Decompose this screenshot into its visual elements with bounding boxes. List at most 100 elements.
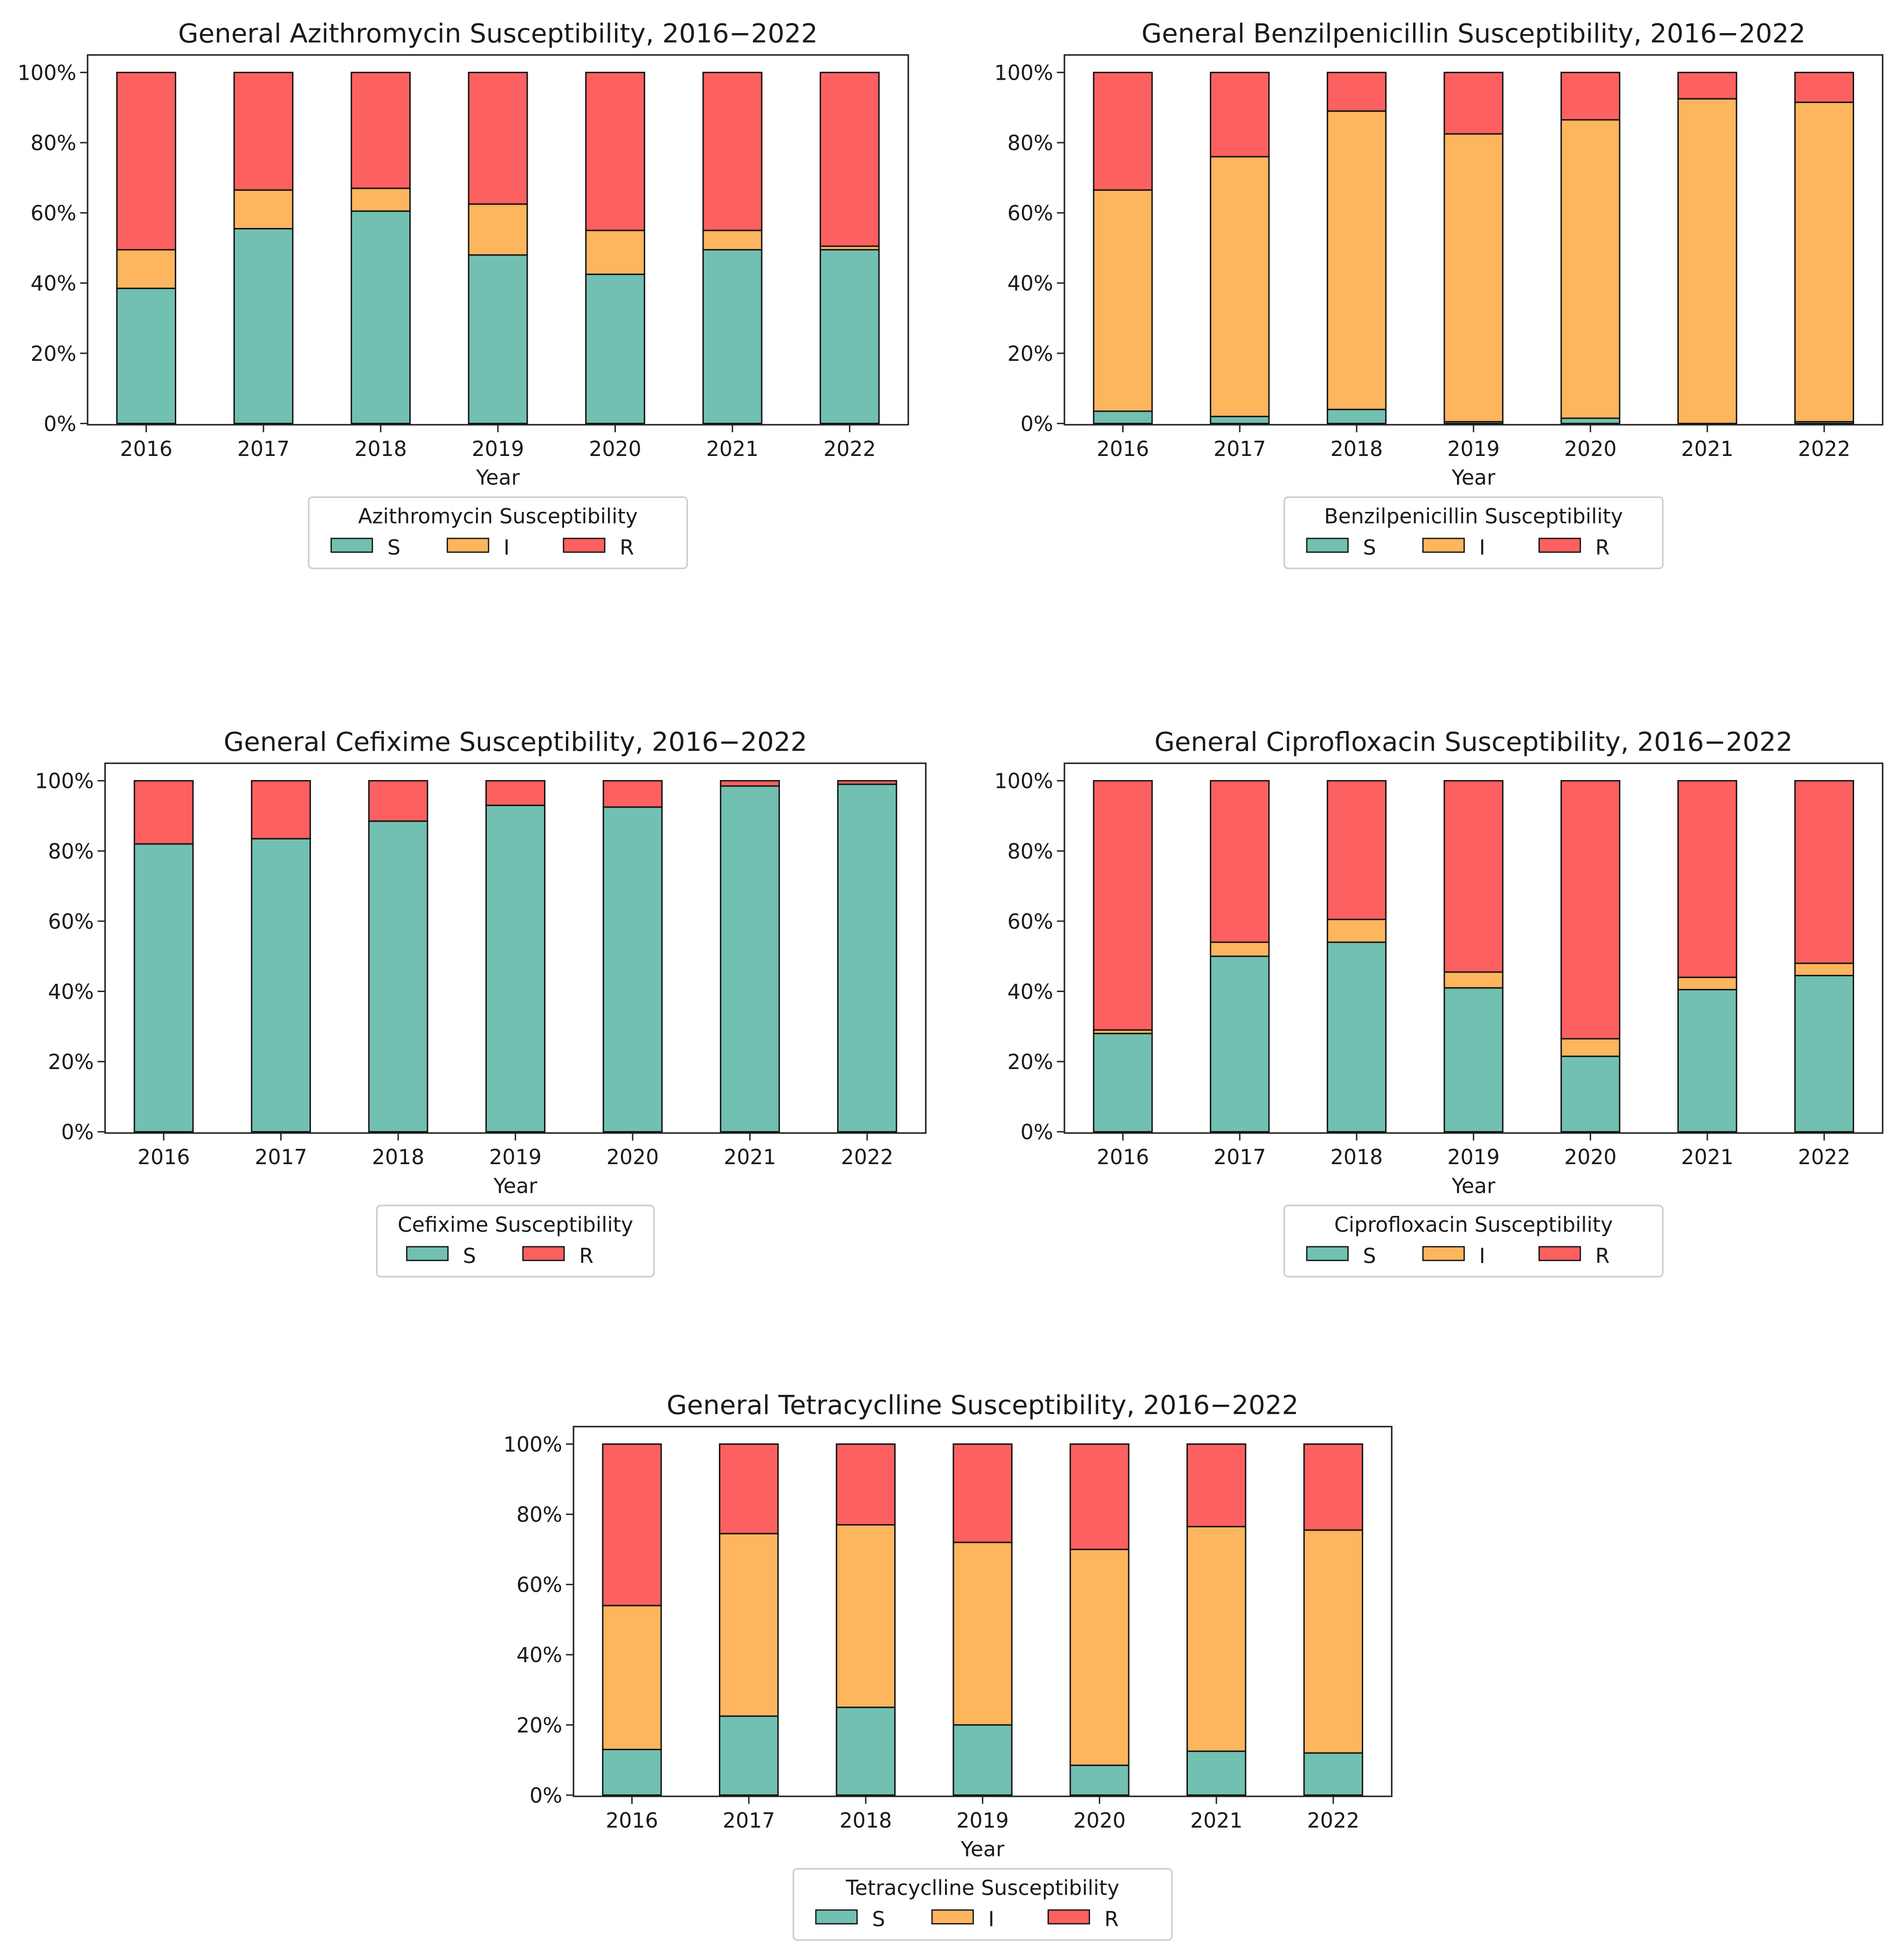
bar-R-2019 (1443, 71, 1504, 135)
bar-I-2019 (1443, 133, 1504, 423)
bar-S-2020 (1069, 1764, 1130, 1796)
y-tick-label: 40% (1007, 980, 1053, 1004)
legend-title: Benzilpenicillin Susceptibility (1324, 505, 1623, 529)
legend-label-S: S (463, 1244, 476, 1268)
bar-S-2021 (720, 785, 780, 1133)
x-tick-label: 2019 (1447, 437, 1500, 461)
bar-S-2017 (719, 1715, 779, 1796)
bar-I-2018 (351, 187, 411, 212)
x-tick-label: 2017 (1214, 1146, 1266, 1169)
bar-I-2021 (702, 229, 763, 251)
y-tick-label: 0% (44, 412, 76, 436)
bar-R-2021 (1677, 71, 1738, 100)
bar-S-2019 (1443, 987, 1504, 1133)
bar-I-2017 (719, 1532, 779, 1717)
chart-title: General Tetracyclline Susceptibility, 20… (667, 1390, 1298, 1421)
bar-I-2021 (1186, 1525, 1247, 1752)
bar-S-2020 (602, 806, 663, 1133)
legend-swatch-S (406, 1246, 449, 1261)
bar-I-2022 (1303, 1529, 1363, 1754)
chart-title: General Azithromycin Susceptibility, 201… (178, 19, 818, 49)
legend-swatch-S (1306, 1246, 1349, 1261)
bar-S-2017 (1210, 415, 1270, 424)
bar-S-2019 (468, 254, 528, 424)
bar-R-2019 (1443, 780, 1504, 973)
bar-R-2018 (1326, 780, 1387, 920)
bar-R-2017 (1210, 71, 1270, 158)
bar-S-2019 (952, 1724, 1013, 1796)
bar-R-2016 (1093, 71, 1153, 191)
bar-S-2017 (251, 838, 311, 1133)
bar-S-2016 (133, 843, 194, 1133)
bar-I-2020 (1560, 119, 1621, 419)
bar-R-2020 (585, 71, 645, 231)
x-tick-label: 2020 (1564, 437, 1617, 461)
legend-label-I: I (1479, 1244, 1485, 1268)
legend-swatch-I (447, 538, 490, 553)
x-tick-label: 2022 (1798, 437, 1851, 461)
bar-I-2022 (1794, 101, 1854, 423)
chart-5: General Tetracyclline Susceptibility, 20… (504, 1390, 1393, 1941)
y-tick-label: 40% (30, 272, 76, 296)
bar-R-2018 (368, 780, 428, 822)
bar-S-2016 (1093, 410, 1153, 424)
x-tick-label: 2021 (1681, 1146, 1734, 1169)
legend-swatch-I (931, 1909, 974, 1925)
bar-I-2021 (1677, 976, 1738, 991)
bar-R-2021 (702, 71, 763, 231)
y-tick-label: 0% (530, 1784, 562, 1808)
bar-R-2018 (351, 71, 411, 189)
y-tick-label: 20% (1007, 1050, 1053, 1074)
bar-S-2022 (1794, 975, 1854, 1133)
bar-S-2017 (1210, 955, 1270, 1133)
chart-4: General Ciprofloxacin Susceptibility, 20… (994, 727, 1883, 1277)
x-tick-label: 2022 (1307, 1809, 1360, 1833)
x-axis-label: Year (960, 1838, 1005, 1862)
y-tick-label: 80% (517, 1503, 562, 1527)
y-tick-label: 80% (1007, 131, 1053, 155)
x-tick-label: 2016 (1097, 1146, 1149, 1169)
bar-S-2021 (702, 249, 763, 424)
x-tick-label: 2020 (1564, 1146, 1617, 1169)
bar-S-2018 (1326, 408, 1387, 424)
bar-S-2019 (485, 804, 545, 1133)
bar-I-2018 (1326, 918, 1387, 943)
chart-title: General Cefixime Susceptibility, 2016−20… (224, 727, 807, 757)
y-tick-label: 100% (17, 61, 76, 85)
bar-R-2017 (233, 71, 294, 191)
legend-swatch-R (1538, 1246, 1581, 1261)
bar-I-2022 (1794, 962, 1854, 976)
bar-R-2022 (1794, 71, 1854, 103)
bar-R-2022 (1303, 1443, 1363, 1531)
bar-I-2020 (1560, 1038, 1621, 1057)
bar-R-2019 (468, 71, 528, 205)
y-tick-label: 0% (1021, 412, 1053, 436)
legend-label-R: R (1595, 536, 1610, 560)
legend-swatch-R (1538, 538, 1581, 553)
y-tick-label: 100% (504, 1433, 562, 1456)
x-tick-label: 2019 (489, 1146, 542, 1169)
chart-2: General Benzilpenicillin Susceptibility,… (994, 19, 1883, 569)
bar-R-2022 (820, 71, 880, 247)
y-tick-label: 60% (517, 1574, 562, 1597)
bar-S-2022 (820, 249, 880, 424)
x-tick-label: 2022 (841, 1146, 894, 1169)
bar-I-2016 (116, 249, 176, 289)
x-tick-label: 2017 (1214, 437, 1266, 461)
y-tick-label: 100% (994, 61, 1053, 85)
legend: Cefixime Susceptibility S R (376, 1205, 655, 1277)
bar-R-2020 (1560, 71, 1621, 121)
bar-R-2021 (720, 780, 780, 787)
y-tick-label: 20% (517, 1714, 562, 1738)
bar-I-2016 (602, 1605, 662, 1750)
x-tick-label: 2021 (706, 437, 759, 461)
y-tick-label: 60% (1007, 910, 1053, 934)
bar-I-2020 (1069, 1548, 1130, 1766)
x-tick-label: 2022 (823, 437, 876, 461)
x-tick-label: 2016 (120, 437, 172, 461)
legend-swatch-I (1422, 1246, 1465, 1261)
legend-label-R: R (579, 1244, 593, 1268)
x-tick-label: 2020 (607, 1146, 659, 1169)
chart-title: General Ciprofloxacin Susceptibility, 20… (1154, 727, 1793, 757)
